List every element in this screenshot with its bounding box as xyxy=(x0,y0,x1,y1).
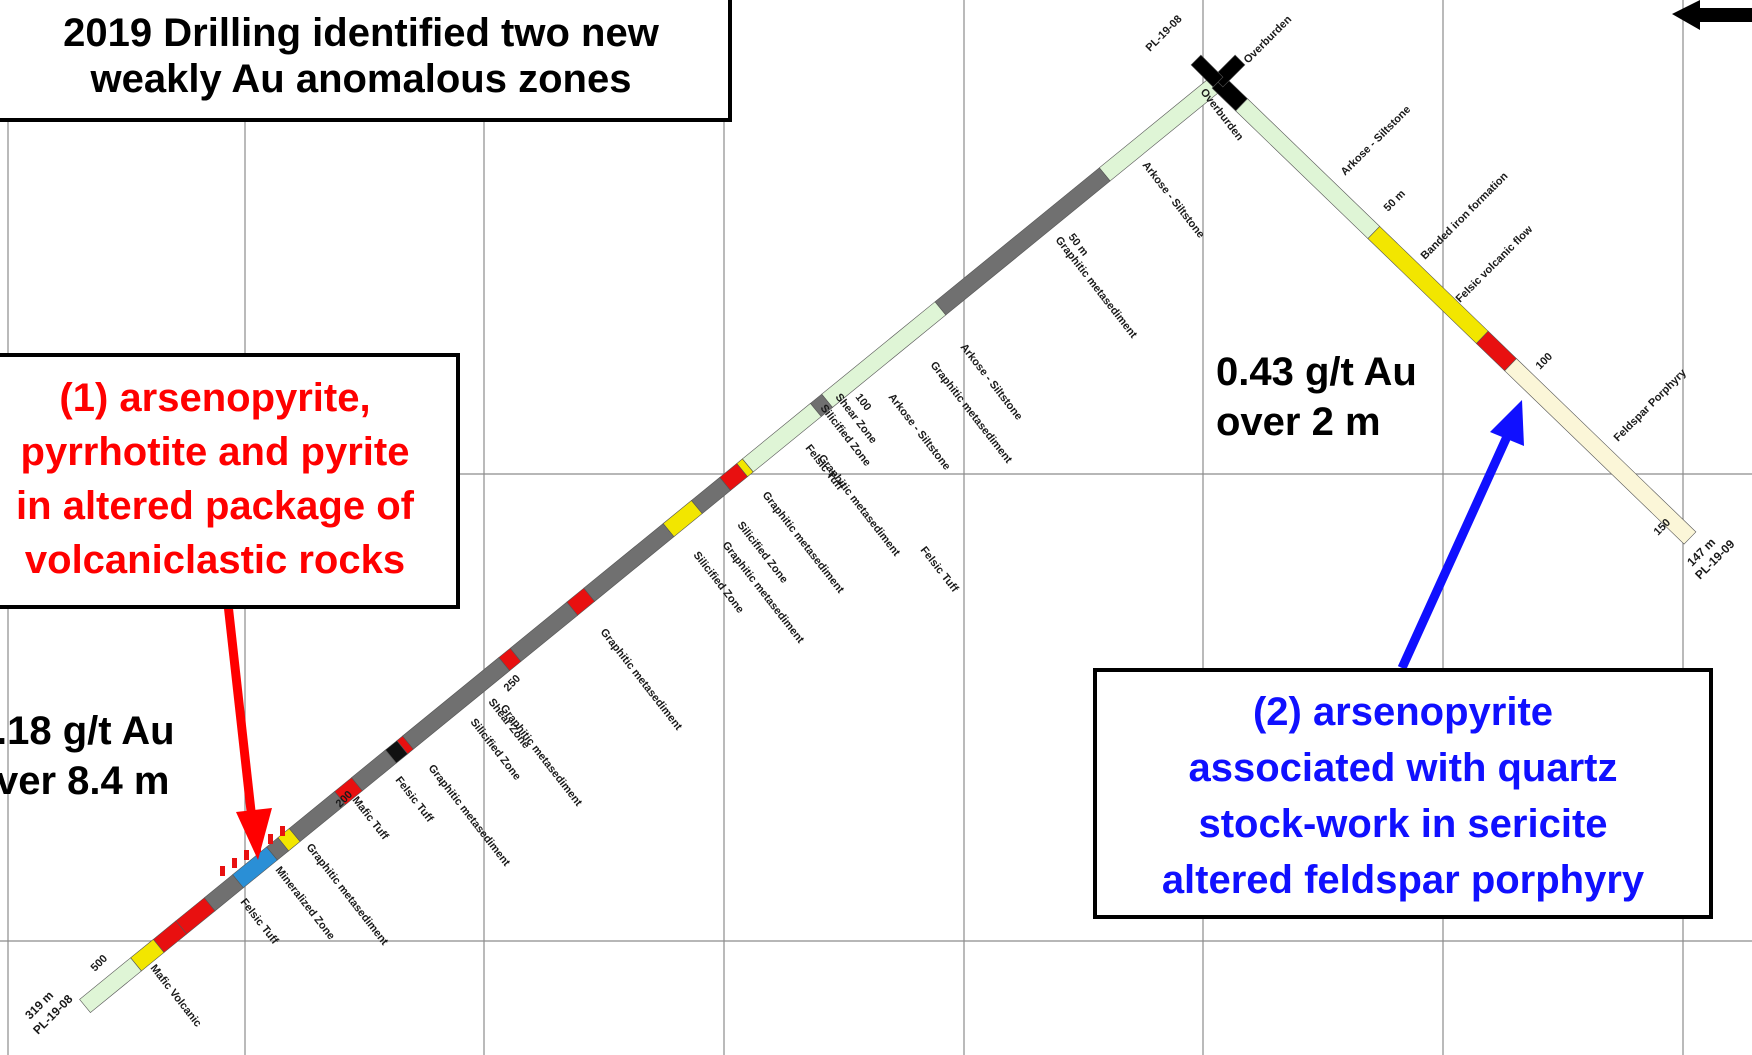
assay-spike xyxy=(232,858,237,868)
callout-1-line-4: volcaniclastic rocks xyxy=(24,538,406,582)
hole-a-interval xyxy=(583,523,675,602)
label-graphitic: Graphitic metasediment xyxy=(598,626,685,732)
label-mafic-tuff: Mafic Tuff xyxy=(350,794,391,842)
hole-b-interval xyxy=(1235,98,1381,240)
assay-result-1: .18 g/t Au ver 8.4 m xyxy=(0,706,175,806)
callout-1-sulphides: (1) arsenopyrite, pyrrhotite and pyrite … xyxy=(0,353,460,609)
callout-1-line-3: in altered package of xyxy=(16,484,414,528)
assay-spike xyxy=(220,866,225,876)
assay-spike xyxy=(244,850,249,860)
label-graphitic: Graphitic metasediment xyxy=(1053,234,1140,340)
overburden-cap xyxy=(1190,54,1224,88)
hole-b-interval xyxy=(1504,358,1697,545)
label-mafic-volcanic: Mafic Volcanic xyxy=(148,962,204,1029)
blue-arrow-shaft xyxy=(1397,428,1515,670)
assay-1-grade: .18 g/t Au xyxy=(0,709,175,753)
label-graphitic: Graphitic metasediment xyxy=(304,841,391,947)
assay-spike xyxy=(268,834,273,844)
label-felsic-tuff: Felsic Tuff xyxy=(238,896,281,946)
hole-a-interval xyxy=(79,957,142,1014)
label-depth: 250 xyxy=(502,673,523,694)
red-arrow-shaft xyxy=(223,603,257,821)
label-depth: 100 xyxy=(1534,351,1555,372)
hole-a-interval xyxy=(509,601,579,662)
assay-1-width: ver 8.4 m xyxy=(0,759,170,803)
label-felsic-flow: Felsic volcanic flow xyxy=(1454,223,1536,305)
title-callout: 2019 Drilling identified two new weakly … xyxy=(0,0,732,122)
label-overburden: Overburden xyxy=(1242,13,1295,66)
hole-a-interval xyxy=(351,749,397,792)
label-depth: 50 m xyxy=(1382,188,1408,214)
assay-spike xyxy=(280,826,285,836)
label-graphitic: Graphitic metasediment xyxy=(816,452,903,558)
label-bif: Banded iron formation xyxy=(1419,170,1511,262)
label-collar: PL-19-08 xyxy=(1144,13,1185,54)
callout-2-line-4: altered feldspar porphyry xyxy=(1161,858,1645,902)
label-arkose: Arkose - Siltstone xyxy=(1140,159,1207,240)
callout-2-line-1: (2) arsenopyrite xyxy=(1252,690,1554,734)
callout-2-line-3: stock-work in sericite xyxy=(1198,802,1608,846)
label-arkose-b: Arkose - Siltstone xyxy=(1339,103,1414,178)
callout-2-arsenopyrite: (2) arsenopyrite associated with quartz … xyxy=(1093,668,1713,919)
label-arkose: Arkose - Siltstone xyxy=(886,391,953,472)
hole-a-interval xyxy=(741,402,822,473)
hole-a-interval xyxy=(821,301,947,408)
title-line-2: weakly Au anomalous zones xyxy=(90,57,632,101)
assay-result-2: 0.43 g/t Au over 2 m xyxy=(1216,347,1417,447)
assay-2-width: over 2 m xyxy=(1216,400,1381,444)
callout-1-line-1: (1) arsenopyrite, xyxy=(59,376,371,420)
label-porphyry: Feldspar Porphyry xyxy=(1612,366,1690,444)
label-graphitic: Graphitic metasediment xyxy=(760,489,847,595)
callout-2-line-2: associated with quartz xyxy=(1188,746,1618,790)
label-graphitic: Graphitic metasediment xyxy=(426,762,513,868)
red-arrow-head xyxy=(236,808,272,860)
label-graphitic: Graphitic metasediment xyxy=(498,702,585,808)
assay-2-grade: 0.43 g/t Au xyxy=(1216,350,1417,394)
title-line-1: 2019 Drilling identified two new xyxy=(63,11,659,55)
callout-arrows xyxy=(223,400,1524,860)
blue-arrow-head xyxy=(1490,400,1524,446)
callout-1-line-2: pyrrhotite and pyrite xyxy=(20,430,410,474)
label-felsic-tuff: Felsic Tuff xyxy=(918,544,961,594)
label-depth: 500 xyxy=(89,953,110,974)
north-arrow-icon xyxy=(1672,0,1752,30)
drillhole-traces xyxy=(79,54,1697,1014)
label-felsic-tuff: Felsic Tuff xyxy=(393,774,436,824)
